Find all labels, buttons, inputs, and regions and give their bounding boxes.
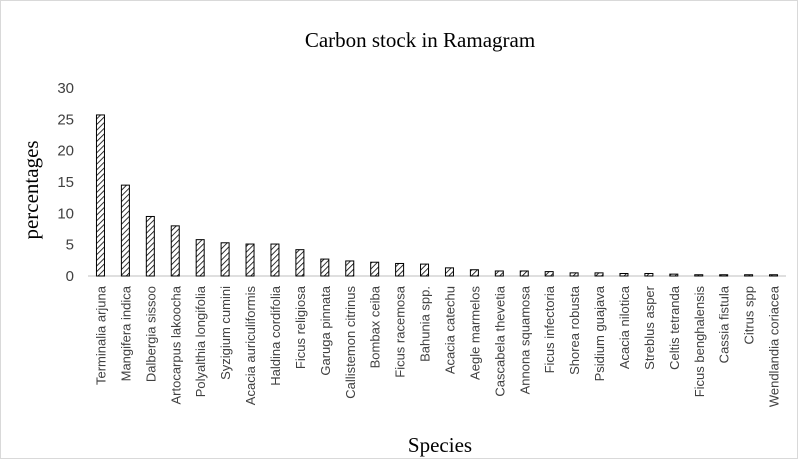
x-tick-label: Ficus racemosa — [393, 285, 408, 378]
bar — [444, 267, 454, 277]
bar — [669, 273, 679, 277]
x-tick-label: Polyalthia longifolia — [193, 285, 208, 397]
bar — [320, 258, 330, 277]
x-tick-label: Acacia auriculiformis — [243, 286, 258, 406]
x-tick-label: Ficus infectoria — [542, 285, 557, 373]
bar — [469, 269, 479, 277]
x-tick-label: Citrus spp — [742, 286, 757, 345]
bar — [744, 274, 754, 277]
x-tick-label: Acacia nilotica — [617, 285, 632, 369]
bar — [544, 271, 554, 277]
y-tick-label: 15 — [57, 174, 74, 191]
x-tick-label: Celtis tetranda — [667, 285, 682, 370]
x-tick-label: Ficus religiosa — [293, 285, 308, 369]
bar — [569, 272, 579, 277]
bar — [120, 184, 130, 277]
y-tick-label: 25 — [57, 111, 74, 128]
x-tick-label: Streblus asper — [642, 285, 657, 369]
bar — [619, 272, 629, 277]
y-tick-label: 10 — [57, 205, 74, 222]
x-tick-label: Dalbergia sissoo — [143, 286, 158, 382]
bar — [370, 261, 380, 277]
y-tick-label: 30 — [57, 80, 74, 97]
y-tick-label: 5 — [66, 237, 74, 254]
y-tick-label: 20 — [57, 143, 74, 160]
bar — [220, 242, 230, 277]
bar — [420, 263, 430, 277]
x-tick-label: Bahunia spp. — [418, 286, 433, 362]
x-tick-label: Acacia catechu — [442, 286, 457, 374]
x-tick-label: Syzigium cumini — [218, 286, 233, 380]
bar — [694, 274, 704, 277]
bar — [719, 274, 729, 277]
x-tick-label: Artocarpus lakoocha — [168, 285, 183, 404]
bar — [195, 239, 205, 277]
x-tick-label: Garuga pinnata — [318, 285, 333, 375]
bar — [519, 270, 529, 277]
x-tick-label: Terminalia arjuna — [93, 285, 108, 385]
bar — [594, 272, 604, 277]
x-tick-label: Mangifera indica — [118, 285, 133, 381]
x-tick-label: Bombax ceiba — [368, 285, 383, 368]
x-tick-label: Callistemon citrinus — [343, 286, 358, 399]
x-tick-label: Cassia fistula — [717, 285, 732, 363]
bar — [145, 215, 155, 277]
x-tick-label: Cascabela thevetia — [492, 285, 507, 396]
x-tick-label: Shorea robusta — [567, 285, 582, 375]
bar — [644, 272, 654, 277]
bar — [494, 270, 504, 277]
bar — [170, 225, 180, 277]
bar — [245, 243, 255, 277]
bar — [345, 260, 355, 277]
bar — [395, 262, 405, 277]
x-tick-label: Aegle marmelos — [467, 286, 482, 380]
bar — [769, 274, 779, 277]
chart-title: Carbon stock in Ramagram — [305, 28, 535, 52]
x-axis-label: Species — [408, 433, 472, 457]
x-tick-label: Haldina cordifolia — [268, 285, 283, 385]
x-tick-label: Wendlandia coriacea — [767, 285, 782, 407]
bar — [95, 114, 105, 277]
bar — [270, 243, 280, 277]
bar — [295, 249, 305, 277]
y-axis-label: percentages — [19, 140, 43, 239]
x-tick-label: Psidium guajava — [592, 285, 607, 381]
y-tick-label: 0 — [66, 268, 74, 285]
x-tick-label: Annona squamosa — [517, 285, 532, 394]
x-tick-label: Ficus benghalensis — [692, 286, 707, 398]
